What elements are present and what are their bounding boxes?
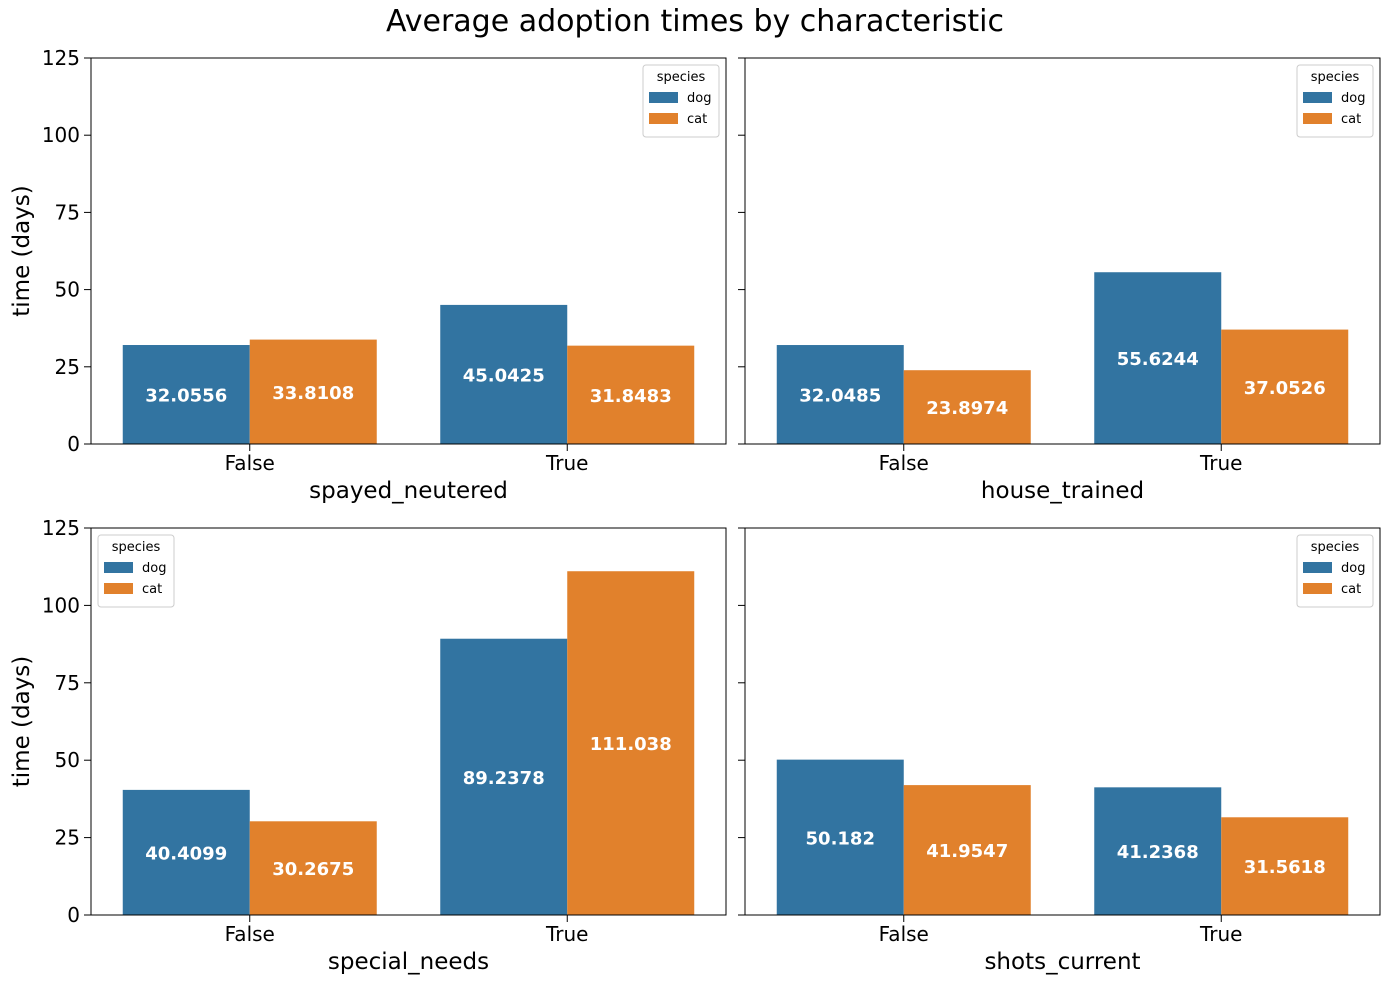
bar-value-label: 33.8108 — [272, 383, 354, 404]
y-tick-label: 100 — [42, 123, 80, 147]
y-tick-label: 25 — [55, 826, 80, 850]
legend-swatch-cat — [104, 583, 133, 594]
bar-special_needs-dog-true[interactable] — [440, 638, 568, 915]
bar-value-label: 37.0526 — [1244, 378, 1326, 399]
legend-title: species — [1311, 540, 1360, 555]
y-tick-label: 50 — [55, 278, 80, 302]
axes-frame — [90, 57, 727, 445]
legend-swatch-cat — [1303, 583, 1332, 594]
y-axis-label: time (days) — [9, 185, 35, 317]
bar-value-label: 40.4099 — [145, 843, 227, 864]
legend-label-dog: dog — [142, 561, 166, 576]
legend-label-cat: cat — [687, 112, 707, 127]
legend-title: species — [657, 70, 706, 85]
x-axis-label: house_trained — [981, 478, 1144, 504]
legend-label-cat: cat — [142, 582, 162, 597]
bar-value-label: 23.8974 — [926, 398, 1008, 419]
y-axis-label: time (days) — [9, 656, 35, 788]
bar-spayed_neutered-cat-false[interactable] — [249, 339, 377, 444]
bar-special_needs-cat-false[interactable] — [249, 821, 377, 915]
bar-value-label: 32.0485 — [799, 386, 881, 407]
bar-value-label: 50.182 — [806, 828, 875, 849]
bar-spayed_neutered-cat-true[interactable] — [567, 345, 695, 444]
legend-swatch-dog — [649, 92, 678, 103]
bar-shots_current-dog-false[interactable] — [776, 759, 904, 915]
y-tick-label: 0 — [67, 903, 80, 927]
legend-swatch-dog — [1303, 92, 1332, 103]
axes-frame — [744, 57, 1381, 445]
axes-frame — [744, 527, 1381, 916]
legend-label-dog: dog — [1341, 561, 1365, 576]
bar-shots_current-cat-true[interactable] — [1221, 817, 1349, 915]
bar-value-label: 31.8483 — [590, 386, 672, 407]
bar-special_needs-dog-false[interactable] — [122, 789, 250, 915]
y-tick-label: 25 — [55, 355, 80, 379]
bar-value-label: 31.5618 — [1244, 857, 1326, 878]
legend-swatch-dog — [104, 562, 133, 573]
legend-label-cat: cat — [1341, 112, 1361, 127]
bar-spayed_neutered-dog-true[interactable] — [440, 304, 568, 444]
bar-value-label: 30.2675 — [272, 859, 354, 880]
x-tick-label: True — [1199, 451, 1242, 475]
figure-title: Average adoption times by characteristic — [385, 4, 1005, 39]
y-tick-label: 125 — [42, 516, 80, 540]
x-tick-label: False — [225, 922, 275, 946]
x-tick-label: True — [545, 451, 588, 475]
x-tick-label: False — [225, 451, 275, 475]
y-tick-label: 100 — [42, 593, 80, 617]
y-tick-label: 0 — [67, 432, 80, 456]
legend-label-cat: cat — [1341, 582, 1361, 597]
x-axis-label: special_needs — [328, 949, 489, 975]
bar-house_trained-cat-true[interactable] — [1221, 329, 1349, 444]
bar-value-label: 32.0556 — [145, 386, 227, 407]
legend-swatch-cat — [649, 113, 678, 124]
legend-label-dog: dog — [687, 91, 711, 106]
bar-value-label: 111.038 — [590, 734, 672, 755]
y-tick-label: 75 — [55, 200, 80, 224]
y-tick-label: 50 — [55, 748, 80, 772]
y-tick-label: 75 — [55, 671, 80, 695]
legend-label-dog: dog — [1341, 91, 1365, 106]
bar-shots_current-cat-false[interactable] — [903, 785, 1031, 915]
bar-special_needs-cat-true[interactable] — [567, 571, 695, 915]
y-tick-label: 125 — [42, 46, 80, 70]
x-tick-label: True — [1199, 922, 1242, 946]
bar-house_trained-dog-false[interactable] — [776, 345, 904, 444]
legend-swatch-cat — [1303, 113, 1332, 124]
legend-title: species — [1311, 70, 1360, 85]
bar-value-label: 55.6244 — [1117, 349, 1199, 370]
bar-house_trained-dog-true[interactable] — [1094, 272, 1222, 444]
legend-title: species — [112, 540, 161, 555]
bar-value-label: 41.2368 — [1117, 842, 1199, 863]
x-tick-label: True — [545, 922, 588, 946]
bar-value-label: 89.2378 — [463, 768, 545, 789]
bar-shots_current-dog-true[interactable] — [1094, 787, 1222, 915]
x-axis-label: shots_current — [984, 949, 1140, 975]
bar-house_trained-cat-false[interactable] — [903, 370, 1031, 444]
x-axis-label: spayed_neutered — [309, 478, 508, 504]
bar-value-label: 41.9547 — [926, 841, 1008, 862]
bar-value-label: 45.0425 — [463, 365, 545, 386]
x-tick-label: False — [879, 922, 929, 946]
bar-spayed_neutered-dog-false[interactable] — [122, 345, 250, 444]
x-tick-label: False — [879, 451, 929, 475]
legend-swatch-dog — [1303, 562, 1332, 573]
axes-frame — [90, 527, 727, 916]
